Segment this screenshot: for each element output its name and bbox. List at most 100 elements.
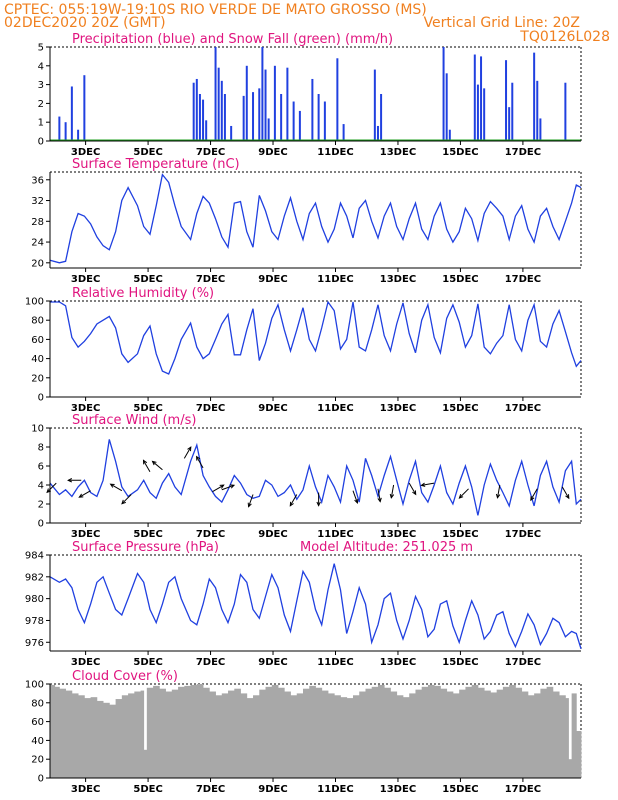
cloud-panel: Cloud Cover (%) 0 20 40 60 80 100 3DEC 5DEC 7DEC 9… [25, 669, 582, 795]
wind-arrow-head [247, 502, 252, 508]
precip-bar [508, 107, 511, 141]
cloud-cover-bar [90, 697, 98, 778]
precip-bar [198, 94, 201, 141]
precip-bar [273, 65, 276, 141]
wind-x-tick-label: 15DEC [442, 529, 478, 540]
wind-y-tick-label: 2 [38, 500, 44, 511]
wind-arrow-shaft [152, 461, 163, 471]
precip-bar [376, 125, 379, 141]
rh-x-tick-label: 11DEC [317, 403, 353, 414]
rh-x-tick-label: 7DEC [196, 403, 225, 414]
cloud-cover-bar [477, 687, 485, 778]
cloud-cover-bar [440, 688, 448, 778]
cloud-cover-bar [143, 749, 148, 778]
cloud-cover-bar [215, 695, 223, 778]
rh-y-tick-label: 100 [25, 297, 44, 308]
cloud-cover-bar [346, 698, 354, 778]
wind-arrow-head [377, 497, 382, 503]
wind-y-tick-label: 0 [38, 519, 44, 530]
cloud-cover-bar [196, 684, 204, 778]
cloud-cover-bar [50, 684, 56, 778]
precip-bar [336, 58, 339, 141]
pressure-y-tick-label: 984 [25, 551, 44, 562]
precip-bar [442, 47, 445, 141]
wind-arrow-shaft [46, 482, 57, 493]
cloud-cover-bar [496, 689, 504, 778]
cloud-cover-bar [402, 697, 410, 778]
cloud-cover-bar [284, 691, 291, 778]
wind-arrow-head [389, 493, 395, 499]
pressure-x-tick-label: 7DEC [196, 657, 225, 668]
wind-arrow-shaft [390, 484, 395, 498]
rh-y-tick-label: 40 [31, 354, 44, 365]
wind-arrow-head [530, 496, 535, 502]
cloud-cover-bar [290, 695, 298, 778]
precip-bar [286, 67, 289, 141]
wind-arrow-head [196, 455, 201, 461]
cloud-cover-bar [484, 690, 491, 778]
cloud-cover-bar [552, 691, 560, 778]
precip-bar [536, 80, 539, 141]
precip-x-tick-label: 7DEC [196, 147, 225, 158]
precip-bar [58, 116, 61, 141]
precip-bar [264, 69, 267, 141]
cloud-cover-bar [184, 685, 191, 778]
wind-arrow-shaft [530, 488, 538, 501]
pressure-x-tick-label: 11DEC [317, 657, 353, 668]
header-model-code: TQ0126L028 [519, 29, 610, 45]
precip-x-tick-label: 3DEC [71, 147, 100, 158]
wind-arrow-head [187, 446, 192, 452]
precip-bar [511, 82, 514, 141]
cloud-cover-bar [515, 687, 523, 778]
precip-x-tick-label: 13DEC [380, 147, 416, 158]
wind-arrow-shaft [121, 494, 132, 505]
wind-arrow-head [121, 499, 126, 505]
rh-series-line [50, 300, 582, 375]
cloud-cover-bar [59, 688, 67, 778]
precip-bar [220, 80, 223, 141]
wind-x-tick-label: 17DEC [505, 529, 541, 540]
cloud-cover-bar [303, 688, 310, 778]
cloud-cover-bar [128, 693, 135, 778]
cloud-x-tick-label: 11DEC [317, 784, 353, 795]
cloud-cover-bar [446, 691, 454, 778]
wind-arrow-head [289, 501, 294, 507]
temp-x-tick-label: 9DEC [258, 274, 287, 285]
precip-bar [77, 129, 80, 141]
cloud-y-tick-label: 80 [31, 698, 44, 709]
cloud-cover-bar [396, 695, 404, 778]
cloud-cover-bar [540, 688, 548, 778]
cloud-cover-bar [278, 687, 285, 778]
wind-series-line [49, 439, 582, 516]
cloud-cover-bar [465, 686, 473, 778]
wind-arrow-head [142, 459, 148, 465]
wind-arrow-shaft [196, 456, 204, 469]
precip-bar [242, 95, 245, 141]
wind-arrow-head [495, 493, 501, 499]
cloud-cover-bar [365, 688, 373, 778]
pressure-x-tick-label: 15DEC [442, 657, 478, 668]
cloud-cover-bar [509, 684, 516, 778]
wind-arrow-head [229, 484, 236, 489]
cloud-y-tick-label: 100 [25, 680, 44, 691]
cloud-cover-bar [96, 700, 104, 778]
cloud-cover-bar [334, 695, 341, 778]
cloud-cover-bar [121, 695, 129, 778]
wind-arrow-shaft [248, 494, 254, 507]
temp-x-tick-label: 13DEC [380, 274, 416, 285]
rh-y-tick-label: 0 [38, 393, 44, 404]
rh-x-tick-label: 5DEC [133, 403, 162, 414]
temp-x-tick-label: 3DEC [71, 274, 100, 285]
cloud-cover-bar [65, 690, 73, 778]
cloud-title: Cloud Cover (%) [72, 669, 178, 684]
wind-arrow-shaft [561, 486, 570, 499]
cloud-cover-bar [534, 693, 541, 778]
precip-bar [230, 125, 233, 141]
cloud-cover-bar [568, 759, 573, 778]
cloud-cover-bar [409, 693, 416, 778]
cloud-y-tick-label: 0 [38, 774, 44, 785]
rh-y-tick-label: 20 [31, 373, 44, 384]
cloud-cover-bar [427, 684, 435, 778]
cloud-cover-bar [452, 693, 460, 778]
rh-y-tick-label: 60 [31, 335, 44, 346]
